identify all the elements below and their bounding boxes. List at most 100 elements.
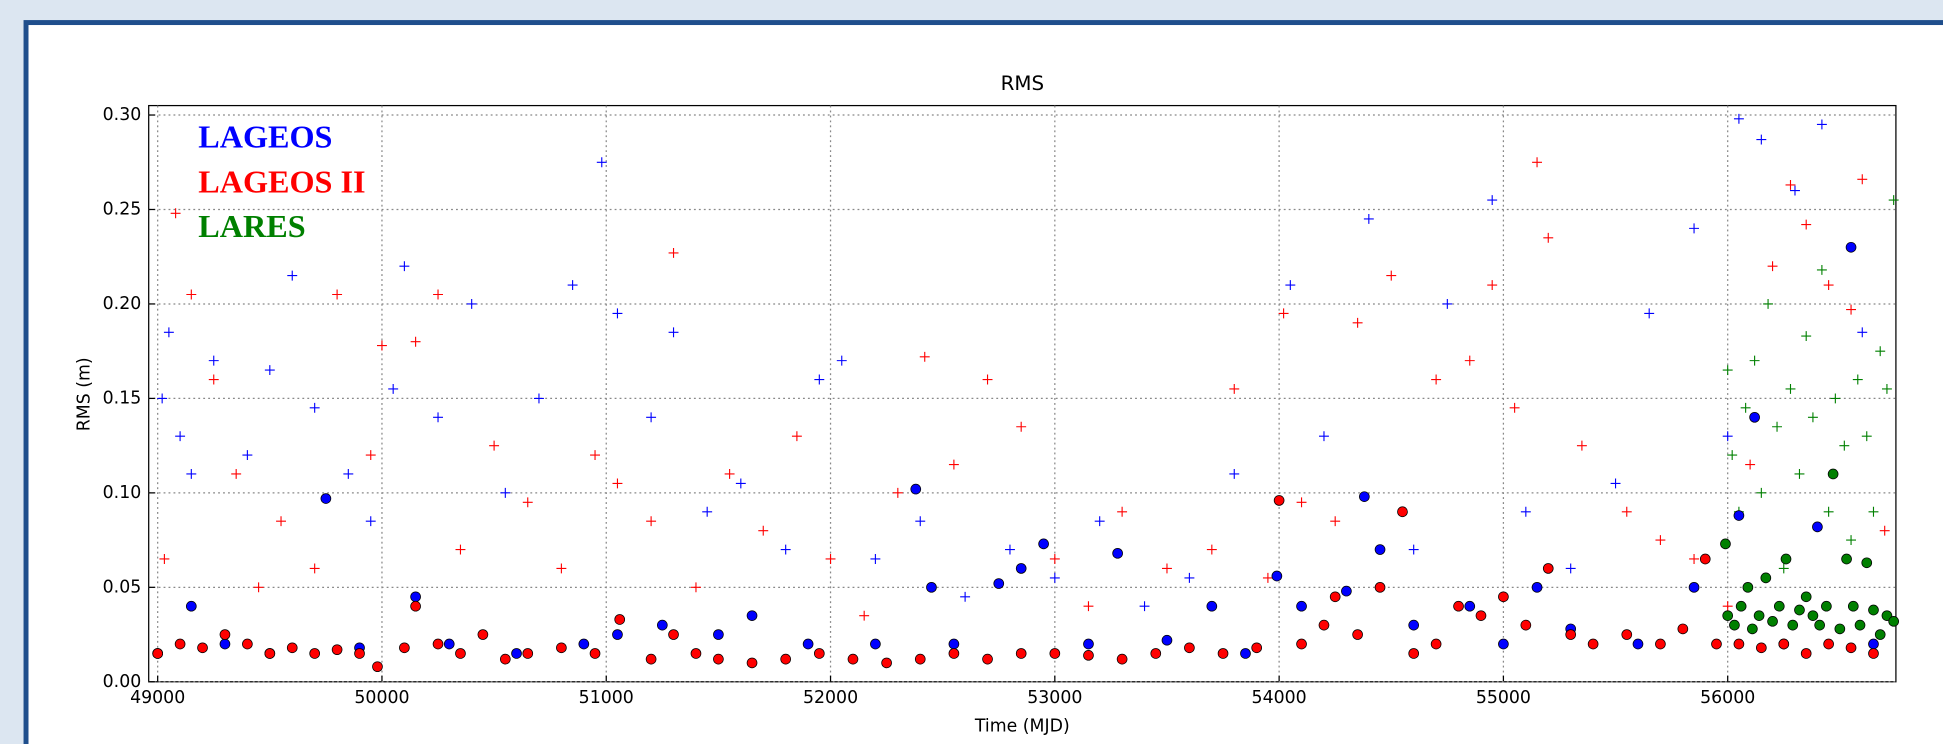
- plus-marker: [1763, 298, 1774, 309]
- dot-marker: [1756, 642, 1767, 654]
- plus-marker: [455, 544, 466, 555]
- chart-title: RMS: [1001, 72, 1044, 95]
- dot-marker: [589, 648, 601, 659]
- dot-marker: [1632, 638, 1644, 650]
- dot-marker: [713, 653, 724, 665]
- dot-marker: [197, 642, 208, 654]
- dot-marker: [1520, 619, 1532, 631]
- dot-marker: [948, 638, 960, 650]
- plus-marker: [1846, 535, 1857, 546]
- dot-marker: [1868, 648, 1879, 659]
- dot-marker: [1049, 648, 1061, 659]
- dot-marker: [152, 648, 163, 659]
- dot-marker: [926, 582, 937, 593]
- dot-marker: [1408, 648, 1420, 659]
- x-tick-label: 50000: [354, 688, 409, 708]
- plus-marker: [1785, 179, 1796, 190]
- plus-marker: [489, 440, 500, 451]
- y-axis-label: RMS (m): [74, 357, 94, 431]
- dot-marker: [1341, 585, 1352, 597]
- plus-marker: [596, 157, 607, 168]
- dot-marker: [410, 591, 421, 603]
- dot-marker: [1112, 547, 1123, 559]
- dot-marker: [1812, 521, 1823, 533]
- plus-marker: [1296, 497, 1307, 508]
- legend-label: LAGEOS II: [198, 163, 365, 199]
- dot-marker: [713, 629, 724, 640]
- plus-marker: [1094, 516, 1105, 527]
- dot-marker: [185, 600, 197, 612]
- dot-marker: [1807, 610, 1819, 621]
- x-tick-label: 53000: [1027, 688, 1082, 708]
- plus-marker: [1881, 384, 1892, 394]
- dot-marker: [499, 653, 511, 665]
- plus-marker: [500, 487, 511, 498]
- plus-marker: [1801, 219, 1812, 230]
- dot-marker: [1329, 591, 1341, 603]
- dot-marker: [645, 653, 657, 665]
- plus-marker: [859, 610, 870, 621]
- plus-marker: [1801, 331, 1812, 342]
- dot-marker: [1847, 600, 1859, 612]
- dot-marker: [309, 648, 321, 659]
- plus-marker: [1543, 232, 1554, 243]
- plus-marker: [1083, 601, 1094, 612]
- plus-marker: [724, 469, 735, 479]
- dot-marker: [1699, 553, 1711, 565]
- plus-marker: [590, 450, 600, 461]
- x-tick-label: 51000: [579, 688, 634, 708]
- dot-marker: [802, 638, 814, 650]
- plus-marker: [309, 563, 320, 574]
- plus-marker: [276, 516, 286, 527]
- plus-marker: [1756, 487, 1767, 498]
- dot-marker: [1621, 629, 1633, 640]
- plus-marker: [175, 431, 186, 442]
- plus-marker: [1621, 506, 1632, 517]
- dot-marker: [813, 648, 825, 659]
- dot-marker: [354, 648, 365, 659]
- plus-marker: [522, 497, 533, 508]
- plus-marker: [1852, 374, 1863, 385]
- dot-marker: [1038, 538, 1049, 550]
- plus-marker: [870, 554, 881, 564]
- dot-marker: [286, 642, 298, 654]
- dot-marker: [993, 578, 1005, 589]
- plus-marker: [758, 525, 769, 536]
- plus-marker: [332, 289, 343, 300]
- dot-marker: [1747, 623, 1758, 635]
- plus-marker: [1386, 270, 1397, 281]
- dot-marker: [1773, 600, 1785, 612]
- plus-marker: [1431, 374, 1442, 385]
- dot-marker: [1116, 653, 1128, 665]
- plus-marker: [1722, 601, 1733, 612]
- y-tick-label: 0.15: [103, 388, 142, 408]
- plus-marker: [208, 374, 219, 385]
- plus-marker: [892, 487, 903, 498]
- dot-marker: [656, 619, 668, 631]
- plus-marker: [388, 384, 399, 394]
- plus-marker: [410, 336, 421, 347]
- dot-marker: [1015, 648, 1027, 659]
- plus-marker: [1184, 572, 1195, 583]
- dot-marker: [264, 648, 276, 659]
- plus-marker: [1722, 431, 1733, 442]
- plus-marker: [1785, 384, 1796, 394]
- dot-marker: [780, 653, 792, 665]
- dot-marker: [1318, 619, 1330, 631]
- plus-marker: [646, 412, 657, 423]
- dot-marker: [410, 600, 421, 612]
- dot-marker: [1868, 604, 1879, 616]
- x-tick-label: 56000: [1700, 688, 1755, 708]
- plus-marker: [1839, 440, 1850, 451]
- plus-marker: [186, 469, 197, 479]
- dot-marker: [331, 644, 343, 656]
- plus-marker: [1756, 134, 1767, 145]
- dot-marker: [612, 629, 623, 640]
- dot-marker: [1542, 563, 1554, 574]
- dot-marker: [1083, 650, 1094, 661]
- plus-marker: [1857, 327, 1868, 338]
- plus-marker: [646, 516, 657, 527]
- plus-marker: [948, 459, 959, 470]
